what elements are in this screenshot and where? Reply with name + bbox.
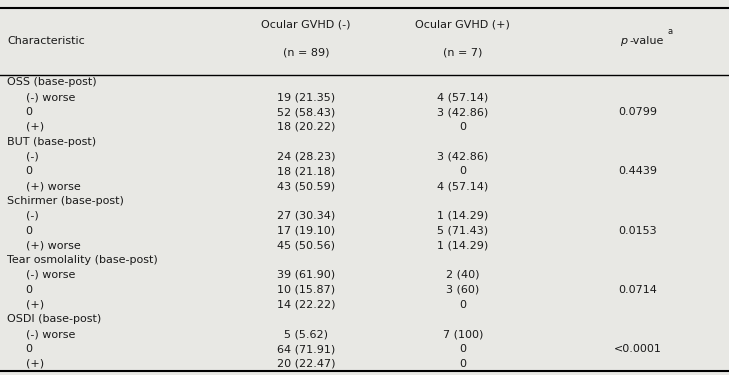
Text: 3 (60): 3 (60) bbox=[446, 285, 480, 295]
Text: 0: 0 bbox=[459, 166, 467, 176]
Text: 3 (42.86): 3 (42.86) bbox=[437, 107, 488, 117]
Text: 3 (42.86): 3 (42.86) bbox=[437, 152, 488, 162]
Text: Tear osmolality (base-post): Tear osmolality (base-post) bbox=[7, 255, 158, 265]
Text: Ocular GVHD (-): Ocular GVHD (-) bbox=[262, 20, 351, 29]
Text: 45 (50.56): 45 (50.56) bbox=[277, 240, 335, 250]
Text: (-) worse: (-) worse bbox=[26, 92, 75, 102]
Text: (-) worse: (-) worse bbox=[26, 270, 75, 280]
Text: 0: 0 bbox=[26, 166, 33, 176]
Text: 0: 0 bbox=[459, 344, 467, 354]
Text: p: p bbox=[620, 36, 627, 46]
Text: 7 (100): 7 (100) bbox=[443, 329, 483, 339]
Text: 0: 0 bbox=[459, 300, 467, 310]
Text: 52 (58.43): 52 (58.43) bbox=[277, 107, 335, 117]
Text: Schirmer (base-post): Schirmer (base-post) bbox=[7, 196, 124, 206]
Text: 0: 0 bbox=[26, 285, 33, 295]
Text: 1 (14.29): 1 (14.29) bbox=[437, 211, 488, 221]
Text: BUT (base-post): BUT (base-post) bbox=[7, 136, 96, 147]
Text: 4 (57.14): 4 (57.14) bbox=[437, 181, 488, 191]
Text: OSS (base-post): OSS (base-post) bbox=[7, 77, 97, 87]
Text: 0: 0 bbox=[459, 122, 467, 132]
Text: 64 (71.91): 64 (71.91) bbox=[277, 344, 335, 354]
Text: 20 (22.47): 20 (22.47) bbox=[277, 359, 335, 369]
Text: 0: 0 bbox=[26, 225, 33, 236]
Text: OSDI (base-post): OSDI (base-post) bbox=[7, 314, 101, 324]
Text: 43 (50.59): 43 (50.59) bbox=[277, 181, 335, 191]
Text: (+): (+) bbox=[26, 122, 44, 132]
Text: 0: 0 bbox=[459, 359, 467, 369]
Text: (+) worse: (+) worse bbox=[26, 240, 80, 250]
Text: 5 (5.62): 5 (5.62) bbox=[284, 329, 328, 339]
Text: (+): (+) bbox=[26, 359, 44, 369]
Text: 0: 0 bbox=[26, 107, 33, 117]
Text: 18 (20.22): 18 (20.22) bbox=[277, 122, 335, 132]
Text: (+) worse: (+) worse bbox=[26, 181, 80, 191]
Text: 0.0799: 0.0799 bbox=[618, 107, 658, 117]
Text: 24 (28.23): 24 (28.23) bbox=[277, 152, 335, 162]
Text: (n = 7): (n = 7) bbox=[443, 48, 483, 57]
Text: 27 (30.34): 27 (30.34) bbox=[277, 211, 335, 221]
Text: 0.4439: 0.4439 bbox=[618, 166, 658, 176]
Text: <0.0001: <0.0001 bbox=[614, 344, 662, 354]
Text: (-) worse: (-) worse bbox=[26, 329, 75, 339]
Text: (-): (-) bbox=[26, 152, 38, 162]
Text: 19 (21.35): 19 (21.35) bbox=[277, 92, 335, 102]
Text: (+): (+) bbox=[26, 300, 44, 310]
Text: 0.0153: 0.0153 bbox=[619, 225, 657, 236]
Text: 14 (22.22): 14 (22.22) bbox=[277, 300, 335, 310]
Text: -value: -value bbox=[629, 36, 663, 46]
Text: 4 (57.14): 4 (57.14) bbox=[437, 92, 488, 102]
Text: 2 (40): 2 (40) bbox=[446, 270, 480, 280]
Text: (-): (-) bbox=[26, 211, 38, 221]
Text: Characteristic: Characteristic bbox=[7, 36, 85, 46]
Text: (n = 89): (n = 89) bbox=[283, 48, 330, 57]
Text: 39 (61.90): 39 (61.90) bbox=[277, 270, 335, 280]
Text: 18 (21.18): 18 (21.18) bbox=[277, 166, 335, 176]
Text: 1 (14.29): 1 (14.29) bbox=[437, 240, 488, 250]
Text: 17 (19.10): 17 (19.10) bbox=[277, 225, 335, 236]
Text: 0.0714: 0.0714 bbox=[618, 285, 658, 295]
Text: a: a bbox=[667, 27, 672, 36]
Text: 0: 0 bbox=[26, 344, 33, 354]
Text: Ocular GVHD (+): Ocular GVHD (+) bbox=[416, 20, 510, 29]
Text: 5 (71.43): 5 (71.43) bbox=[437, 225, 488, 236]
Text: 10 (15.87): 10 (15.87) bbox=[277, 285, 335, 295]
